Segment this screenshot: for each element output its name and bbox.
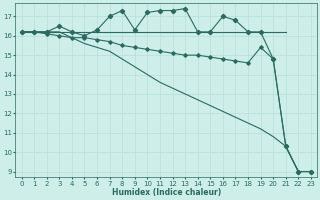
X-axis label: Humidex (Indice chaleur): Humidex (Indice chaleur) <box>112 188 221 197</box>
